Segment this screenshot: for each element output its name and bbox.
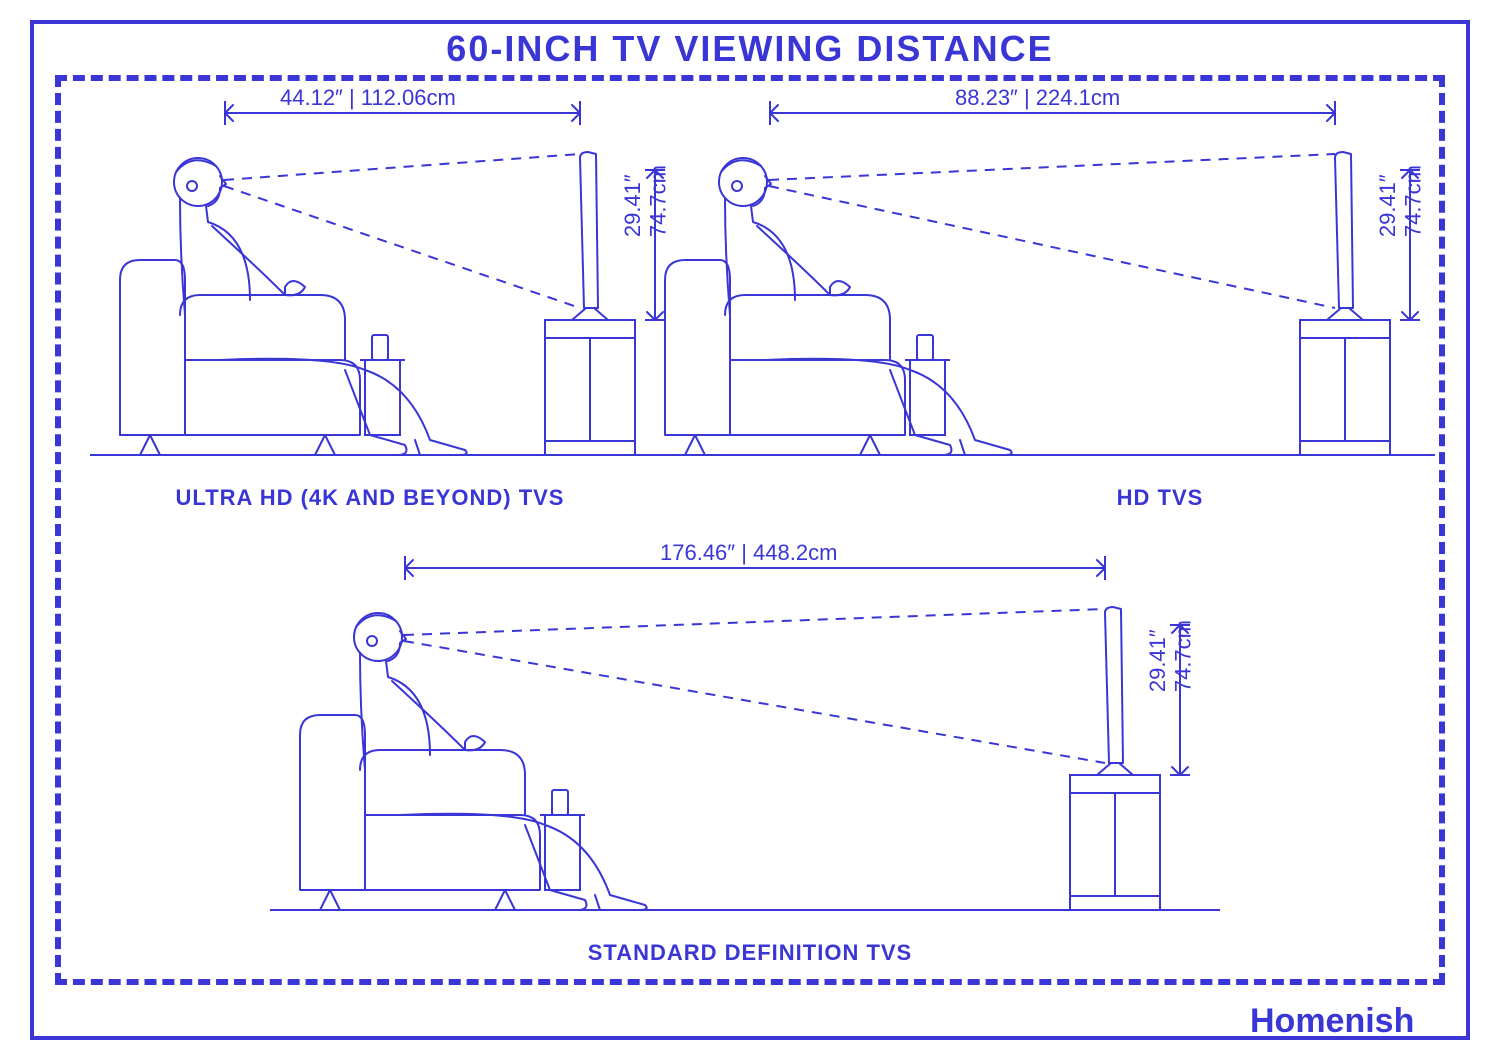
distance-label-sd: 176.46″ | 448.2cm bbox=[660, 540, 837, 566]
panel-sd bbox=[260, 540, 1230, 935]
tvheight-cm-sd: 74.7cm bbox=[1170, 620, 1195, 692]
diagram-canvas: 60-INCH TV VIEWING DISTANCE Homenish 44.12… bbox=[0, 0, 1500, 1061]
tvheight-label-hd: 29.41″74.7cm bbox=[1375, 165, 1426, 237]
tvheight-label-sd: 29.41″74.7cm bbox=[1145, 620, 1196, 692]
brand-logo: Homenish bbox=[1250, 1002, 1414, 1041]
page-title: 60-INCH TV VIEWING DISTANCE bbox=[0, 28, 1500, 70]
panel-hd bbox=[625, 85, 1445, 480]
tvheight-inches-sd: 29.41″ bbox=[1145, 620, 1170, 692]
panel-uhd bbox=[80, 85, 680, 480]
panel-label-sd: STANDARD DEFINITION TVS bbox=[300, 940, 1200, 966]
distance-label-hd: 88.23″ | 224.1cm bbox=[955, 85, 1120, 111]
panel-label-uhd: ULTRA HD (4K AND BEYOND) TVS bbox=[90, 485, 650, 511]
panel-label-hd: HD TVS bbox=[880, 485, 1440, 511]
tvheight-inches-hd: 29.41″ bbox=[1375, 165, 1400, 237]
tvheight-cm-hd: 74.7cm bbox=[1400, 165, 1425, 237]
distance-label-uhd: 44.12″ | 112.06cm bbox=[280, 85, 456, 111]
